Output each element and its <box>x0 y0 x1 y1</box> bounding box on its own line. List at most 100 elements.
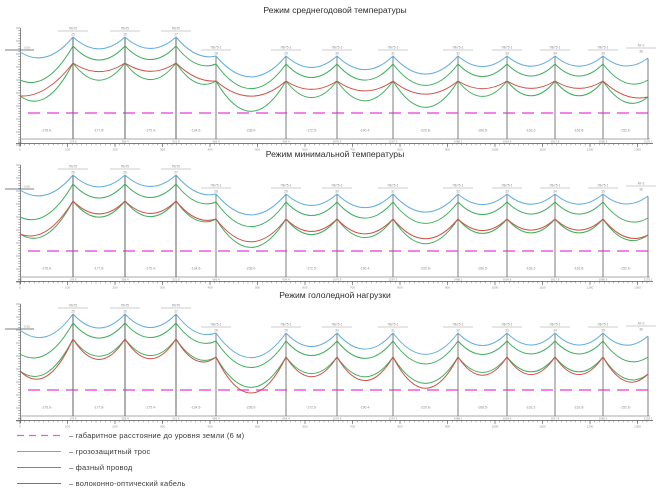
ruler-label: 800 <box>397 425 402 429</box>
span-length-label: -134.6- <box>191 129 202 133</box>
station-label: 178.6 <box>70 139 77 143</box>
tower-number-label: 25 <box>71 171 75 175</box>
station-label: 531.8 <box>173 277 180 281</box>
ruler-label: 300 <box>160 425 165 429</box>
tower-number-label: 31 <box>391 190 395 194</box>
tower-number-label: 31 <box>391 52 395 56</box>
station-label: 1654.6 <box>503 416 512 420</box>
ruler-label: 1200 <box>587 425 594 429</box>
span-length-label: -190.4- <box>360 129 371 133</box>
tower-number-label: 28 <box>214 52 218 56</box>
ruler-label: 1300 <box>634 148 641 152</box>
ruler-label: 0 <box>19 425 21 429</box>
tower-number-label: 35 <box>601 329 605 333</box>
tower-number-label: 33 <box>505 190 509 194</box>
tower-type-label: ПБ75-1 <box>502 184 513 188</box>
fiber-optic-swatch-icon <box>17 482 61 485</box>
station-label: 0.0 <box>18 416 22 420</box>
ruler-label: 1300 <box>634 286 641 290</box>
tower-number-label: 34 <box>553 190 557 194</box>
ruler-label: 1300 <box>634 425 641 429</box>
tower-type-label: ПБ75 <box>121 27 129 31</box>
span-length-label: -220.8- <box>420 129 431 133</box>
tower-type-label: ПБ75-1 <box>332 46 343 50</box>
ruler-label: 800 <box>397 286 402 290</box>
span-length-label: -152.6- <box>620 406 631 410</box>
tower-type-label: ПБ75 <box>172 27 180 31</box>
tower-number-label: 30 <box>335 190 339 194</box>
span-length-label: -238.0- <box>246 267 257 271</box>
tower-number-label: 34 <box>553 329 557 333</box>
tower-type-label: ПБ75-1 <box>388 184 399 188</box>
ruler-label: 200 <box>112 425 117 429</box>
ruler-label: 600 <box>302 286 307 290</box>
tower-number-label: 32 <box>456 190 460 194</box>
station-label: 178.6 <box>70 277 77 281</box>
station-label: 1980.6 <box>599 277 608 281</box>
wire-green2 <box>19 62 649 112</box>
span-length-label: -177.8- <box>94 267 105 271</box>
span-length-label: -220.8- <box>420 406 431 410</box>
tower-number-label: 32 <box>456 329 460 333</box>
station-label: 0.0 <box>18 139 22 143</box>
tower-type-label: ПБ75-1 <box>598 184 609 188</box>
tower-type-label: АУ-2 <box>638 44 645 48</box>
tower-type-label: ПБ75-1 <box>211 184 222 188</box>
tower-type-label: ПБ75-1 <box>502 46 513 50</box>
span-length-label: -178.6- <box>41 406 52 410</box>
tower-number-label: 30 <box>335 329 339 333</box>
tower-number-label: 26 <box>123 33 127 37</box>
span-length-label: -152.6- <box>620 267 631 271</box>
span-length-label: -177.8- <box>94 129 105 133</box>
tower-type-label: ПБ75 <box>69 165 77 169</box>
station-label: 178.6 <box>70 416 77 420</box>
tower-number-label: 28 <box>214 190 218 194</box>
tower-number-label: 31 <box>391 329 395 333</box>
span-length-label: -175.4- <box>145 406 156 410</box>
ground-wire-swatch-icon <box>17 450 61 453</box>
ruler-label: 500 <box>255 148 260 152</box>
wire-green1 <box>19 322 649 368</box>
tower-number-label: 33 <box>505 52 509 56</box>
tower-number-label: 27 <box>174 33 178 37</box>
legend-item-fiber-optic: – волоконно-оптический кабель <box>16 479 244 488</box>
tower-number-label: 27 <box>174 310 178 314</box>
wire-blue <box>19 36 649 78</box>
span-length-label: -177.8- <box>94 406 105 410</box>
station-label: 904.4 <box>283 139 290 143</box>
station-label: 1980.6 <box>599 139 608 143</box>
legend-label: – волоконно-оптический кабель <box>69 479 186 488</box>
tower-type-label: ПБ75 <box>69 304 77 308</box>
station-label: 1076.9 <box>333 139 342 143</box>
station-label: 1267.3 <box>389 139 398 143</box>
station-label: 1654.6 <box>503 139 512 143</box>
ruler-label: 1100 <box>539 286 546 290</box>
span-length-label: -220.8- <box>420 267 431 271</box>
station-label: 356.4 <box>122 277 129 281</box>
tower-number-label: 29 <box>284 329 288 333</box>
tower-type-label: ПБ75-1 <box>598 323 609 327</box>
ruler-label: 1000 <box>492 286 499 290</box>
ruler-label: 1200 <box>587 148 594 152</box>
span-length-label: -162.8- <box>574 406 585 410</box>
span-length-label: -190.4- <box>360 406 371 410</box>
panel-2-title: Режим минимальной температуры <box>266 149 405 159</box>
span-length-label: -166.5- <box>477 129 488 133</box>
ruler-label: 900 <box>445 425 450 429</box>
tower-type-label: ПБ75 <box>172 304 180 308</box>
legend-item-clearance: – габаритное расстояние до уровня земли … <box>16 431 244 440</box>
span-length-label: -172.5- <box>306 129 317 133</box>
span-length-label: -166.5- <box>477 267 488 271</box>
ruler-label: 700 <box>350 286 355 290</box>
station-label: 1488.1 <box>454 416 463 420</box>
tower-type-label: ПБ75-1 <box>281 184 292 188</box>
span-length-label: -166.5- <box>477 406 488 410</box>
tower-type-label: ПБ75-1 <box>332 184 343 188</box>
tower-number-label: 36 <box>639 328 643 332</box>
wire-green2 <box>19 200 649 248</box>
ruler-label: 800 <box>397 148 402 152</box>
tower-type-label: ПБ75-1 <box>332 323 343 327</box>
tower-type-label: ПБ75-1 <box>388 323 399 327</box>
ruler-label: 100 <box>65 286 70 290</box>
ruler-label: 0 <box>19 286 21 290</box>
